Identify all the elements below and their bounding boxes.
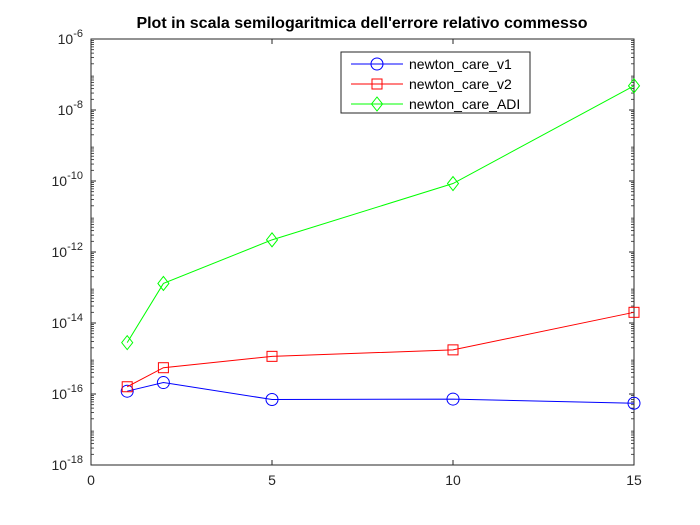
- legend: newton_care_v1 newton_care_v2 newton_care_…: [340, 51, 531, 114]
- y-tick-label-base: 10: [58, 102, 74, 118]
- legend-label: newton_care_v1: [409, 56, 512, 72]
- y-tick-label: 10-16: [52, 383, 83, 402]
- data-point-newton_care_ADI: [265, 232, 279, 248]
- x-tick-label: 0: [87, 472, 95, 488]
- y-tick-label: 10-12: [52, 241, 83, 260]
- data-point-newton_care_ADI: [627, 78, 641, 94]
- data-point-newton_care_v1: [156, 376, 170, 390]
- data-point-newton_care_v1: [265, 392, 279, 406]
- y-tick-label-base: 10: [52, 386, 68, 402]
- series-layer: [120, 78, 641, 410]
- y-tick-label-base: 10: [52, 457, 68, 473]
- y-tick-label: 10-6: [58, 28, 83, 47]
- data-point-newton_care_v2: [157, 362, 169, 374]
- data-point-newton_care_v2: [628, 306, 640, 318]
- data-point-newton_care_v1: [120, 384, 134, 398]
- y-tick-label: 10-10: [52, 170, 83, 189]
- y-tick-label-exponent: -16: [67, 383, 83, 395]
- y-tick-label: 10-8: [58, 99, 83, 118]
- x-tick-label: 10: [445, 472, 461, 488]
- y-tick-label-base: 10: [52, 173, 68, 189]
- legend-marker-newton_care_v1: [370, 57, 384, 71]
- legend-label: newton_care_v2: [409, 76, 512, 92]
- series-line-newton_care_v2: [126, 311, 635, 388]
- y-tick-label-base: 10: [52, 315, 68, 331]
- series-newton_care_v2: [121, 306, 640, 393]
- chart-title: Plot in scala semilogaritmica dell'error…: [136, 15, 587, 32]
- y-tick-label-exponent: -8: [73, 99, 83, 111]
- data-point-newton_care_v1: [627, 396, 641, 410]
- y-tick-label: 10-14: [52, 312, 83, 331]
- y-tick-label-exponent: -12: [67, 241, 83, 253]
- data-point-newton_care_v1: [446, 392, 460, 406]
- data-point-newton_care_ADI: [157, 275, 170, 292]
- y-tick-label-base: 10: [58, 31, 74, 47]
- legend-marker-newton_care_ADI: [370, 96, 384, 112]
- data-point-newton_care_ADI: [121, 334, 134, 351]
- y-tick-label: 10-18: [52, 454, 83, 473]
- series-newton_care_ADI: [121, 78, 641, 351]
- y-tick-label-base: 10: [52, 244, 68, 260]
- series-line-newton_care_ADI: [126, 85, 635, 343]
- legend-label: newton_care_ADI: [409, 96, 520, 112]
- series-line-newton_care_v1: [127, 382, 635, 404]
- y-tick-label-exponent: -14: [67, 312, 83, 324]
- x-tick-label: 5: [268, 472, 276, 488]
- data-point-newton_care_ADI: [446, 175, 460, 192]
- series-newton_care_v1: [120, 376, 641, 410]
- legend-marker-newton_care_v2: [371, 78, 383, 90]
- data-point-newton_care_v2: [121, 381, 133, 393]
- y-tick-label-exponent: -10: [67, 170, 83, 182]
- y-tick-label-exponent: -6: [73, 28, 83, 40]
- data-point-newton_care_v2: [266, 350, 278, 362]
- data-point-newton_care_v2: [447, 344, 459, 356]
- y-tick-label-exponent: -18: [67, 454, 83, 466]
- x-tick-label: 15: [626, 472, 642, 488]
